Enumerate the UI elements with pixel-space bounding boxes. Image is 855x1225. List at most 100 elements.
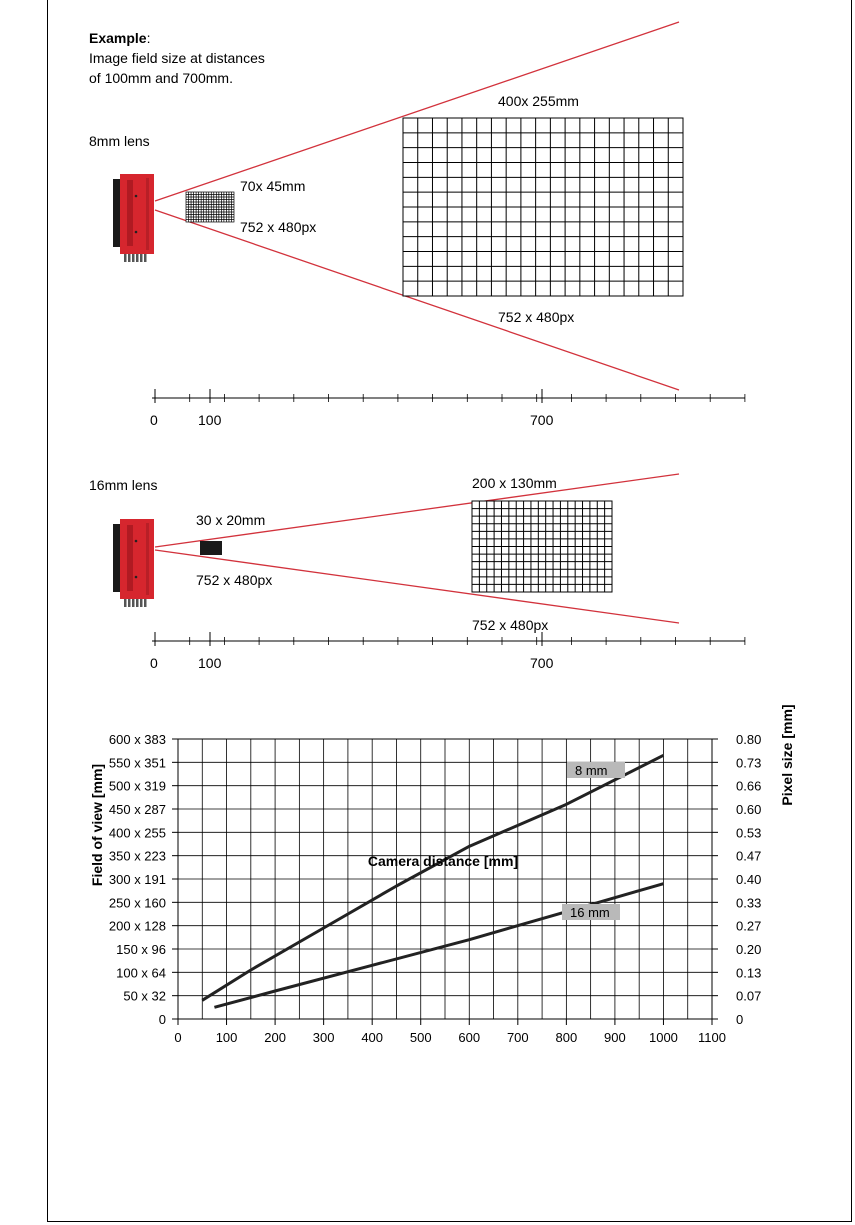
far-px-16mm: 752 x 480px (472, 617, 548, 633)
chart-y-tick-label: 0 (159, 1012, 166, 1027)
near-px-8mm: 752 x 480px (240, 219, 316, 235)
chart-y2-tick-label: 0.60 (736, 802, 761, 817)
example-heading: Example (89, 30, 147, 46)
camera-16mm-screw-bottom (134, 575, 138, 579)
example-heading-line: Example: (89, 30, 150, 46)
example-line-2: of 100mm and 700mm. (89, 70, 233, 86)
chart-y-tick-label: 300 x 191 (109, 872, 166, 887)
chart-x-tick-label: 300 (313, 1030, 335, 1045)
camera-8mm (113, 174, 154, 262)
near-field-box-16mm (200, 541, 222, 555)
camera-8mm-pin (124, 254, 127, 262)
near-px-16mm: 752 x 480px (196, 572, 272, 588)
axis-16mm-tick-0: 0 (150, 655, 158, 671)
beam-16mm-upper (154, 473, 680, 548)
chart-x-tick-label: 1100 (698, 1030, 726, 1045)
chart-x-tick-label: 900 (604, 1030, 626, 1045)
chart-y-tick-label: 250 x 160 (109, 895, 166, 910)
chart-x-tick-label: 500 (410, 1030, 432, 1045)
chart-ylabel: Field of view [mm] (89, 764, 105, 886)
chart-series-label-bg (567, 762, 625, 778)
far-size-16mm: 200 x 130mm (472, 475, 557, 491)
distance-axis-8mm (152, 389, 746, 403)
chart-series-label: 8 mm (575, 763, 608, 778)
example-line-1: Image field size at distances (89, 50, 265, 66)
camera-16mm-pin (132, 599, 135, 607)
axis-16mm-tick-100: 100 (198, 655, 222, 671)
camera-8mm-screw-bottom (134, 230, 138, 234)
axis-8mm-tick-100: 100 (198, 412, 222, 428)
chart-y2-tick-label: 0.80 (736, 732, 761, 747)
chart-y-tick-label: 400 x 255 (109, 825, 166, 840)
chart-series-label: 16 mm (570, 905, 610, 920)
beam-8mm-lower (154, 209, 680, 391)
chart-x-tick-label: 100 (216, 1030, 238, 1045)
chart-y-tick-label: 550 x 351 (109, 755, 166, 770)
chart-x-tick-label: 0 (174, 1030, 181, 1045)
lens-8mm-label: 8mm lens (89, 133, 150, 149)
camera-16mm-body-shade (127, 525, 133, 591)
camera-16mm-pin (128, 599, 131, 607)
far-field-grid-8mm (402, 117, 684, 297)
chart-y-tick-label: 350 x 223 (109, 849, 166, 864)
camera-16mm-pin (144, 599, 147, 607)
camera-16mm-back-plate (113, 524, 121, 592)
example-heading-colon: : (147, 30, 151, 46)
far-field-grid-16mm (471, 500, 613, 593)
chart-y2-tick-label: 0.13 (736, 965, 761, 980)
camera-16mm-pin (124, 599, 127, 607)
beam-8mm-upper (154, 21, 680, 202)
chart-x-tick-label: 400 (361, 1030, 383, 1045)
chart-y2-tick-label: 0.73 (736, 755, 761, 770)
chart-y2-tick-label: 0.66 (736, 779, 761, 794)
chart-y2-tick-label: 0.53 (736, 825, 761, 840)
camera-8mm-pin (140, 254, 143, 262)
far-px-8mm: 752 x 480px (498, 309, 574, 325)
chart-y-tick-label: 50 x 32 (123, 989, 166, 1004)
camera-8mm-pin (132, 254, 135, 262)
lens-16mm-label: 16mm lens (89, 477, 157, 493)
near-size-8mm: 70x 45mm (240, 178, 305, 194)
chart-y-tick-label: 200 x 128 (109, 919, 166, 934)
camera-8mm-pin (144, 254, 147, 262)
camera-16mm-body-stripe (146, 523, 149, 595)
chart-y2-tick-label: 0.27 (736, 919, 761, 934)
camera-8mm-body-shade (127, 180, 133, 246)
camera-8mm-pin (128, 254, 131, 262)
chart-x-tick-label: 600 (458, 1030, 480, 1045)
chart-y-tick-label: 150 x 96 (116, 942, 166, 957)
chart-y-tick-label: 500 x 319 (109, 779, 166, 794)
beam-16mm-lower (154, 549, 680, 624)
chart-y2label: Pixel size [mm] (779, 704, 795, 805)
page-frame (47, 0, 852, 1222)
axis-8mm-tick-700: 700 (530, 412, 554, 428)
chart-series-line (201, 753, 665, 1002)
axis-8mm-tick-0: 0 (150, 412, 158, 428)
camera-8mm-back-plate (113, 179, 121, 247)
chart-series-label-bg (562, 904, 620, 920)
camera-16mm (113, 519, 154, 607)
chart-y2-tick-label: 0.33 (736, 895, 761, 910)
chart-y2-tick-label: 0.07 (736, 989, 761, 1004)
chart-x-tick-label: 800 (556, 1030, 578, 1045)
near-field-grid-8mm (185, 191, 235, 223)
camera-8mm-screw-top (134, 194, 138, 198)
chart-x-tick-label: 200 (264, 1030, 286, 1045)
chart-y2-tick-label: 0.20 (736, 942, 761, 957)
chart-x-tick-label: 700 (507, 1030, 529, 1045)
camera-16mm-pin (136, 599, 139, 607)
distance-axis-16mm (152, 632, 746, 646)
chart-y2-tick-label: 0 (736, 1012, 743, 1027)
fov-chart: 0 100 200 300 400 500 600 700 800 900 1000 1100 0 50 … (109, 732, 761, 1045)
chart-y2-tick-label: 0.47 (736, 849, 761, 864)
camera-8mm-pin (136, 254, 139, 262)
near-size-16mm: 30 x 20mm (196, 512, 265, 528)
chart-y-tick-label: 100 x 64 (116, 965, 166, 980)
chart-y-tick-label: 600 x 383 (109, 732, 166, 747)
camera-16mm-pin (140, 599, 143, 607)
chart-y-tick-label: 450 x 287 (109, 802, 166, 817)
axis-16mm-tick-700: 700 (530, 655, 554, 671)
chart-xlabel: Camera distance [mm] (368, 853, 518, 869)
camera-16mm-screw-top (134, 539, 138, 543)
